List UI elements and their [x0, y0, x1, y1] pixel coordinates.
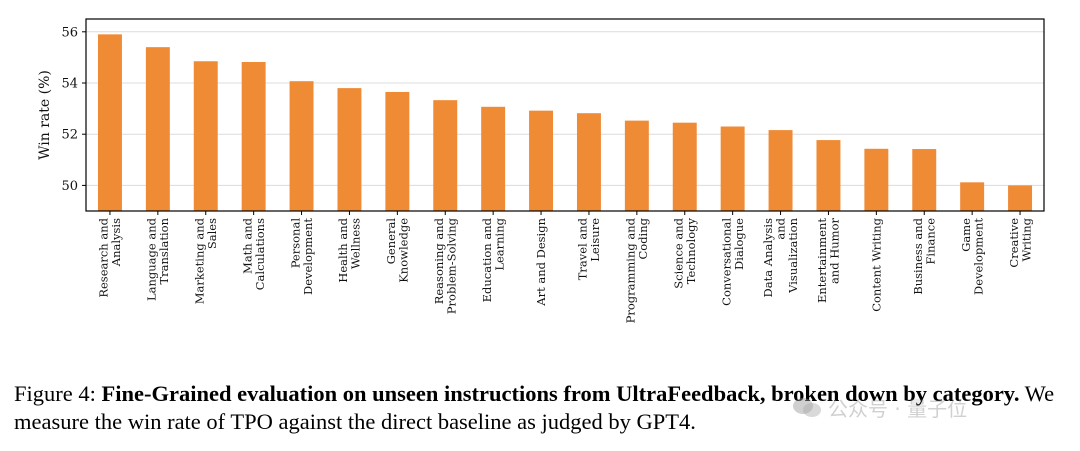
bar [529, 110, 554, 211]
y-tick-label: 56 [61, 25, 78, 40]
bar [241, 62, 266, 212]
x-tick-label: GeneralKnowledge [384, 218, 411, 283]
x-tick-label-line: Programming and [624, 217, 638, 323]
x-tick-label: Data AnalysisandVisualization [761, 217, 800, 297]
x-tick-label: Math andCalculations [240, 217, 267, 290]
bar [960, 182, 985, 211]
x-tick-label: Research andAnalysis [97, 217, 124, 297]
x-tick-label-line: Learning [492, 217, 506, 270]
x-tick-label-line: Conversational [719, 218, 733, 306]
x-tick-label: Travel andLeisure [576, 217, 603, 280]
x-tick-label-line: Reasoning and [432, 217, 446, 304]
x-tick-label: CreativeWriting [1007, 217, 1034, 267]
x-tick-label-line: Content Writing [869, 217, 883, 311]
bar [97, 34, 122, 211]
x-tick-label-line: Business and [911, 217, 925, 294]
y-tick-label: 52 [61, 128, 78, 143]
bar [481, 106, 506, 211]
x-tick-label: Entertainmentand Humor [815, 218, 842, 304]
x-tick-label: Science andTechnology [672, 217, 699, 288]
x-tick-label-line: Creative [1007, 218, 1021, 268]
y-tick-label: 50 [61, 179, 78, 194]
x-tick-label-line: Personal [288, 218, 302, 269]
caption-bold: Fine-Grained evaluation on unseen instru… [101, 381, 1020, 406]
x-tick-label-line: Travel and [576, 217, 590, 280]
x-tick-label-line: Game [959, 218, 973, 252]
x-tick-label-line: Coding [636, 217, 650, 259]
x-tick-label: Content Writing [869, 217, 883, 311]
x-tick-label-line: Calculations [253, 218, 267, 290]
x-tick-label-line: Translation [157, 217, 171, 284]
x-tick-label-line: Entertainment [815, 218, 829, 303]
x-tick-label: Marketing andSales [193, 217, 220, 304]
bars [97, 34, 1033, 212]
x-tick-label: ConversationalDialogue [719, 218, 746, 306]
x-tick-label-line: and Humor [828, 218, 842, 285]
y-axis-title: Win rate (%) [37, 70, 53, 160]
bar [912, 149, 937, 211]
bar [576, 113, 601, 211]
x-tick-label-line: Leisure [588, 218, 602, 262]
x-tick-label: PersonalDevelopment [288, 218, 315, 295]
x-tick-label-line: Knowledge [397, 218, 411, 283]
x-tick-label-line: Technology [684, 218, 698, 285]
x-tick-label-line: Health and [336, 217, 350, 282]
x-tick-label-line: Data Analysis [761, 218, 775, 298]
x-tick-label-line: Finance [924, 218, 938, 265]
x-tick-label: Programming andCoding [624, 217, 651, 323]
x-tick-label-line: Marketing and [193, 217, 207, 304]
x-tick-label-line: and [774, 217, 788, 239]
x-tick-label-line: Visualization [786, 217, 800, 293]
watermark: 公众号 · 量子位 [792, 393, 967, 422]
bar [816, 140, 841, 211]
x-tick-label-line: Education and [480, 217, 494, 302]
x-tick-label: GameDevelopment [959, 218, 986, 295]
x-tick-label-line: Sales [205, 218, 219, 249]
x-tick-label: Language andTranslation [145, 217, 172, 301]
x-tick-label: Art and Design [534, 217, 548, 306]
x-tick-label-line: Art and Design [534, 217, 548, 306]
bar [289, 81, 314, 211]
x-tick-label: Business andFinance [911, 217, 938, 294]
x-tick-label-line: General [384, 218, 398, 265]
x-tick-label-line: Problem-Solving [445, 217, 459, 314]
caption-prefix: Figure 4: [14, 381, 102, 406]
bar [433, 100, 458, 211]
x-tick-label-line: Math and [240, 217, 254, 274]
x-tick-label-line: Writing [1019, 217, 1033, 261]
bar [1008, 185, 1033, 211]
caption-rest: We measure the win rate of TPO against t… [14, 381, 1055, 434]
bar [193, 61, 218, 211]
bar [385, 91, 410, 211]
bar [145, 47, 170, 211]
x-tick-label-line: Language and [145, 217, 159, 301]
x-tick-label: Health andWellness [336, 217, 363, 282]
bar [624, 120, 649, 211]
wechat-icon [793, 398, 821, 417]
grid-lines [86, 31, 1044, 186]
bar [337, 88, 362, 211]
y-tick-label: 54 [61, 77, 78, 92]
bar [720, 126, 745, 211]
x-tick-label-line: Analysis [109, 218, 123, 267]
x-tick-label-line: Development [301, 218, 315, 295]
x-tick-label-line: Wellness [349, 218, 363, 269]
watermark-text: 公众号 · 量子位 [828, 397, 968, 421]
bar [768, 130, 793, 211]
x-tick-label-line: Dialogue [732, 218, 746, 270]
x-tick-label: Reasoning andProblem-Solving [432, 217, 459, 314]
bar [864, 148, 889, 211]
plot-frame [85, 18, 1045, 212]
figure-caption: Figure 4: Fine-Grained evaluation on uns… [14, 380, 1074, 436]
x-tick-label: Education andLearning [480, 217, 507, 302]
bar [672, 122, 697, 211]
y-ticks: 50 52 54 56 [61, 25, 86, 194]
x-tick-label-line: Research and [97, 217, 111, 297]
bar-chart: 50 52 54 56 Research andAnalysis Language an… [37, 18, 1045, 323]
x-tick-label-line: Science and [672, 217, 686, 288]
x-ticks: Research andAnalysis Language andTranslat… [97, 211, 1034, 323]
x-tick-label-line: Development [971, 218, 985, 295]
